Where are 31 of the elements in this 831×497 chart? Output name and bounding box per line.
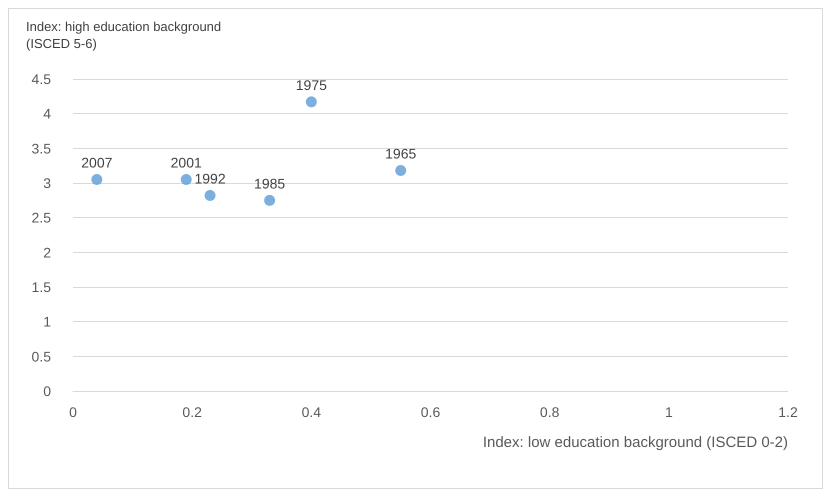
x-axis-title: Index: low education background (ISCED 0-2) [482, 434, 788, 451]
y-tick-label: 1 [43, 314, 52, 330]
annotation: 2001 [170, 154, 202, 171]
y-tick-label: 2.5 [32, 210, 52, 226]
annotation: 2007 [81, 154, 113, 171]
point [204, 190, 216, 201]
y-tick-label: 0 [43, 383, 52, 399]
x-tick-label: 0.8 [540, 404, 560, 420]
x-tick-label: 1.2 [778, 404, 798, 420]
y-tick-label: 0.5 [32, 348, 52, 364]
x-tick-label: 0.6 [420, 404, 440, 420]
y-tick-label: 3.5 [32, 140, 52, 156]
x-tick-label: 0 [69, 404, 78, 420]
x-tick-label: 0.4 [302, 404, 322, 420]
y-tick-label: 4 [43, 106, 52, 122]
annotation: 1965 [385, 146, 416, 162]
annotation: 1985 [254, 175, 286, 192]
x-tick-label: 1 [664, 404, 673, 420]
point [91, 174, 102, 186]
y-tick-label: 3 [43, 175, 52, 191]
y-tick-label: 1.5 [32, 279, 52, 295]
y-axis-title: Index: high education background (ISCED 5-6) [26, 19, 222, 51]
annotation: 1975 [296, 76, 328, 93]
point [306, 96, 317, 108]
point [180, 174, 192, 186]
point [395, 165, 406, 176]
y-tick-label: 2 [43, 244, 52, 260]
point [264, 194, 276, 206]
x-tick-label: 0.2 [182, 404, 202, 420]
annotation: 1992 [194, 170, 226, 186]
y-tick-label: 4.5 [32, 71, 52, 87]
